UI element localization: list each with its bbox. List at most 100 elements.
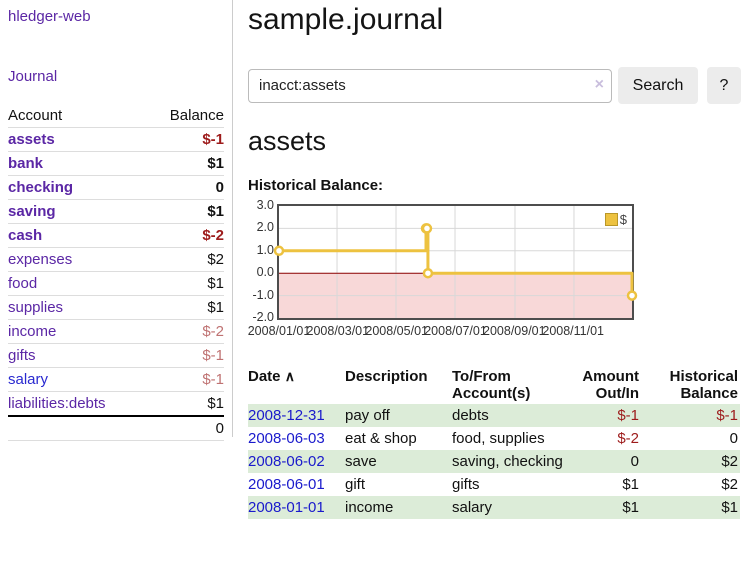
app-brand-link[interactable]: hledger-web [8,8,91,25]
account-row-cash: cash $-2 [8,224,224,248]
transaction-date-link[interactable]: 2008-06-02 [248,453,325,470]
page-title: sample.journal [248,3,444,36]
balance-chart-svg [273,206,638,318]
transaction-accounts: salary [452,496,570,519]
y-tick-label: 1.0 [256,242,274,257]
accounts-total-row: 0 [8,416,224,441]
clear-search-icon[interactable]: × [594,75,604,93]
account-link-food[interactable]: food [8,275,38,292]
account-row-income: income $-2 [8,320,224,344]
register-col-accounts: To/From Account(s) [452,368,531,402]
transaction-accounts: debts [452,404,570,427]
account-row-checking: checking 0 [8,176,224,200]
account-link-assets[interactable]: assets [8,131,55,148]
y-tick-label: -1.0 [252,287,274,302]
account-balance: $-2 [202,323,224,340]
register-col-balance: Historical Balance [669,368,738,402]
y-tick-label: -2.0 [252,310,274,324]
account-heading: assets [248,126,327,156]
account-row-supplies: supplies $1 [8,296,224,320]
y-tick-label: 0.0 [256,265,274,280]
account-link-income[interactable]: income [8,323,57,340]
account-link-salary[interactable]: salary [8,371,49,388]
legend-label: $ [619,212,627,227]
account-link-checking[interactable]: checking [8,179,74,196]
transaction-description: gift [345,476,366,493]
sidebar-item-journal[interactable]: Journal [8,68,58,85]
sort-ascending-icon: ∧ [284,368,295,384]
sidebar: hledger-web Journal Account Balance asse… [0,0,233,441]
account-balance: 0 [215,179,224,196]
x-tick-label: 2008/05/01 [365,324,428,338]
transaction-balance: $-1 [641,404,740,427]
help-button[interactable]: ? [707,67,741,104]
transaction-amount: 0 [570,450,641,473]
account-row-bank: bank $1 [8,152,224,176]
transaction-description: income [345,496,452,519]
transaction-amount: $1 [570,496,641,519]
accounts-table: Account Balance assets $-1 bank $1 check… [8,104,224,441]
balance-chart: 3.0 2.0 1.0 0.0 -1.0 -2.0 $ 2008/01/01 2… [247,198,742,342]
register-table: Date ∧ Description To/From Account(s) Am… [248,366,740,519]
account-balance: $-2 [202,227,224,244]
register-row: 2008-06-01 gift gifts $1 $2 [248,473,740,496]
search-bar: × Search ? [248,67,742,104]
account-balance: $1 [207,203,224,220]
transaction-amount: $1 [622,476,639,493]
y-tick-label: 3.0 [256,198,274,212]
x-tick-label: 2008/11/01 [542,324,605,338]
search-button[interactable]: Search [618,67,698,104]
account-link-supplies[interactable]: supplies [8,299,64,316]
account-balance: $-1 [202,131,224,148]
account-balance: $1 [207,395,224,412]
account-link-saving[interactable]: saving [8,203,56,220]
register-row: 2008-12-31 pay off debts $-1 $-1 [248,404,740,427]
accounts-col-account: Account [8,107,63,124]
accounts-col-balance: Balance [169,107,224,124]
transaction-balance: $1 [641,496,740,519]
legend-swatch-icon [604,213,618,226]
account-link-bank[interactable]: bank [8,155,44,172]
account-balance: $-1 [202,347,224,364]
account-row-assets: assets $-1 [8,128,224,152]
account-row-expenses: expenses $2 [8,248,224,272]
transaction-balance: $2 [641,450,740,473]
accounts-header-row: Account Balance [8,104,224,128]
y-tick-label: 2.0 [256,220,274,235]
register-row: 2008-06-03 eat & shop food, supplies $-2… [248,427,740,450]
transaction-amount: $-1 [570,404,641,427]
transaction-date-link[interactable]: 2008-06-03 [248,430,325,447]
account-row-saving: saving $1 [8,200,224,224]
account-row-salary: salary $-1 [8,368,224,392]
x-tick-label: 2008/09/01 [483,324,546,338]
chart-legend: $ [604,212,627,227]
register-col-description: Description [345,368,428,385]
transaction-date-link[interactable]: 2008-12-31 [248,407,325,424]
transaction-description: eat & shop [345,430,417,447]
transaction-amount: $-2 [617,430,639,447]
transaction-description: pay off [345,404,452,427]
transaction-date-link[interactable]: 2008-06-01 [248,476,325,493]
transaction-accounts: saving, checking [452,450,570,473]
chart-plot-area: $ [273,204,638,320]
account-link-expenses[interactable]: expenses [8,251,73,268]
main-content: sample.journal × Search ? assets Histori… [248,0,742,519]
account-link-liabilities-debts[interactable]: liabilities:debts [8,395,106,412]
register-header-row: Date ∧ Description To/From Account(s) Am… [248,366,740,404]
account-balance: $1 [207,299,224,316]
register-row: 2008-06-02 save saving, checking 0 $2 [248,450,740,473]
register-row: 2008-01-01 income salary $1 $1 [248,496,740,519]
transaction-accounts: food, supplies [452,430,545,447]
register-col-date[interactable]: Date ∧ [248,368,295,385]
transaction-description: save [345,450,452,473]
account-balance: $-1 [202,371,224,388]
search-input[interactable] [248,68,612,103]
transaction-date-link[interactable]: 2008-01-01 [248,499,325,516]
chart-title: Historical Balance: [248,177,384,194]
x-tick-label: 2008/01/01 [247,324,311,338]
account-link-cash[interactable]: cash [8,227,43,244]
accounts-total-value: 0 [215,420,224,437]
account-balance: $1 [207,155,224,172]
account-link-gifts[interactable]: gifts [8,347,36,364]
transaction-balance: 0 [729,430,738,447]
